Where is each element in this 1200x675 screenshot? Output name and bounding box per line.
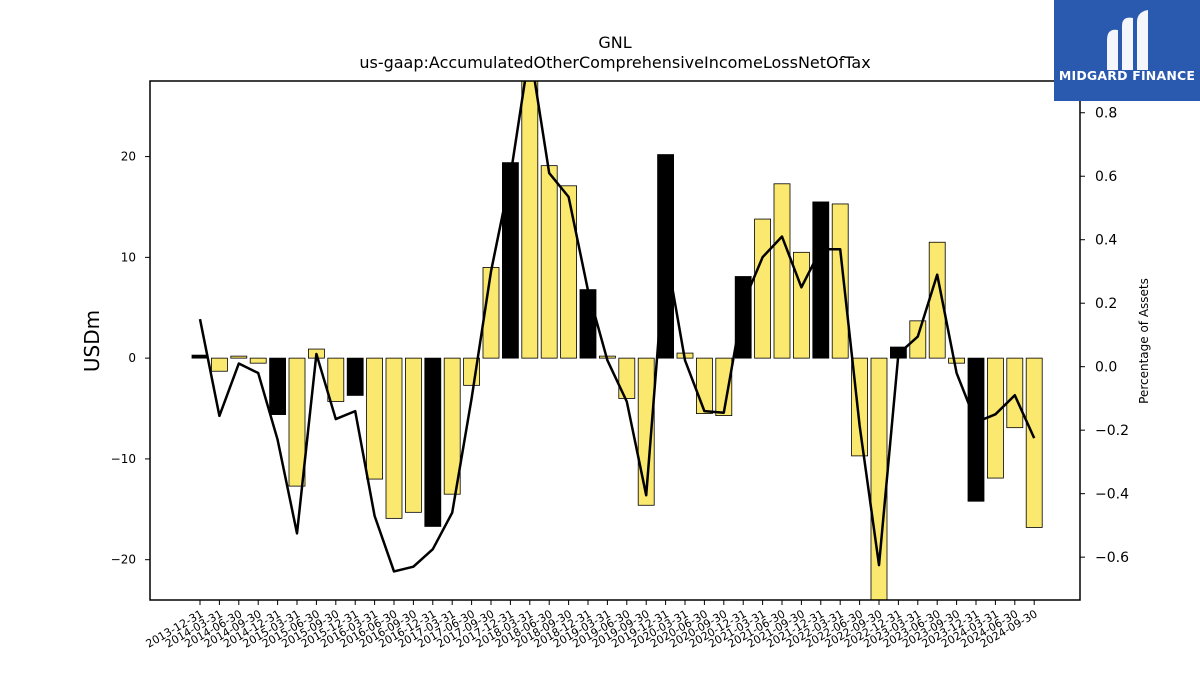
y2-tick-label: 0.2 xyxy=(1095,296,1117,312)
bar xyxy=(909,320,927,359)
bar xyxy=(987,357,1004,479)
logo-mark-icon xyxy=(1107,10,1148,70)
bar xyxy=(424,357,442,527)
bar xyxy=(366,357,384,480)
y-tick-label: −20 xyxy=(111,553,136,567)
bar xyxy=(773,183,791,359)
bar xyxy=(249,357,267,364)
y2-tick-label: 0.6 xyxy=(1095,169,1117,185)
y-axis-right: −0.6 −0.4 −0.2 0.0 0.2 0.4 0.6 0.8 xyxy=(1080,106,1129,566)
bar xyxy=(793,251,810,359)
y-tick-label: −10 xyxy=(111,452,136,466)
bar xyxy=(831,203,849,359)
bar xyxy=(210,357,228,372)
y2-tick-label: −0.4 xyxy=(1095,487,1129,503)
chart-subtitle: us-gaap:AccumulatedOtherComprehensiveInc… xyxy=(359,53,870,72)
line-series xyxy=(198,81,1036,573)
y2-tick-label: 0.4 xyxy=(1095,233,1117,249)
bar xyxy=(346,357,364,396)
y-tick-label: 0 xyxy=(128,351,136,365)
bar xyxy=(443,357,461,495)
plot-frame xyxy=(149,80,1081,601)
bars-group xyxy=(191,80,1043,601)
bar xyxy=(191,354,209,359)
x-axis: 2013-12-312014-03-312014-06-302014-09-30… xyxy=(144,600,1040,651)
bar xyxy=(696,357,713,414)
chart-title: GNL xyxy=(598,33,631,52)
bar xyxy=(230,355,248,359)
bar xyxy=(948,357,965,364)
y-axis-label: USDm xyxy=(80,310,104,372)
bar xyxy=(404,357,422,513)
bar xyxy=(521,80,539,359)
bar xyxy=(501,162,519,359)
bar xyxy=(754,218,771,359)
bar xyxy=(967,357,985,502)
bar xyxy=(812,201,830,359)
y2-tick-label: 0.8 xyxy=(1095,106,1117,122)
logo-text: MIDGARD FINANCE xyxy=(1058,68,1196,83)
bar xyxy=(540,165,558,359)
y-axis-left: −20 −10 0 10 20 xyxy=(111,150,150,567)
y2-axis-label: Percentage of Assets xyxy=(1137,278,1151,404)
y-tick-label: 10 xyxy=(121,250,136,264)
bar xyxy=(579,289,597,359)
bar xyxy=(327,357,345,402)
bar xyxy=(385,357,403,519)
line-group xyxy=(198,81,1036,573)
bar xyxy=(715,357,733,416)
bar xyxy=(288,357,306,487)
y-tick-label: 20 xyxy=(121,150,136,164)
y2-tick-label: 0.0 xyxy=(1095,360,1117,376)
bar xyxy=(1006,357,1024,429)
bar xyxy=(1025,357,1043,528)
bar xyxy=(637,357,655,506)
y2-tick-label: −0.2 xyxy=(1095,423,1129,439)
y2-tick-label: −0.6 xyxy=(1095,550,1129,566)
bar xyxy=(618,357,636,399)
bar xyxy=(269,357,287,415)
bar xyxy=(560,185,577,359)
midgard-finance-logo: MIDGARD FINANCE xyxy=(1054,0,1200,101)
